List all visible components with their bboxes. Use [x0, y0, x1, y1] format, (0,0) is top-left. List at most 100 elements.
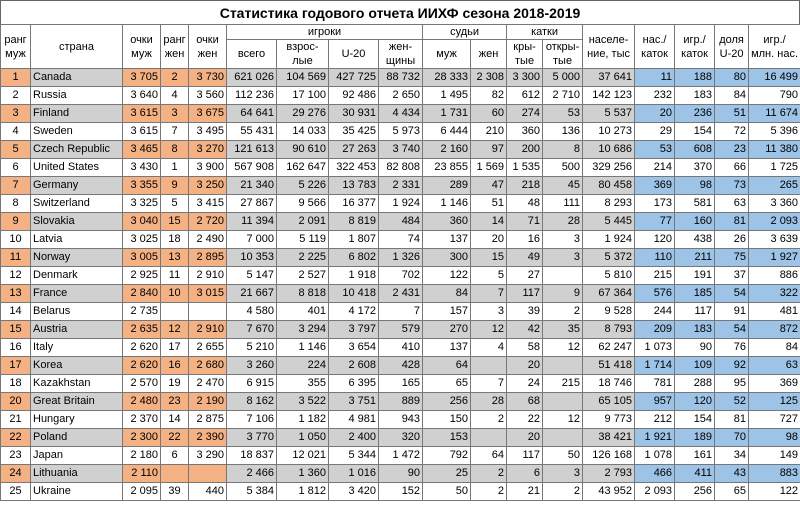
- table-row: 13 France 2 840 10 3 015 21 667 8 818 10 418 2 4…: [0, 284, 800, 303]
- cell-country: Kazakhstan: [30, 374, 123, 393]
- stats-table: ранг муж страна очки муж ранг жен очки ж…: [0, 24, 800, 501]
- cell-rinks-covered: 6: [506, 464, 544, 483]
- table-row: 18 Kazakhstan 2 570 19 2 470 6 915 355 6 395 165…: [0, 374, 800, 393]
- cell-ref-women: 2: [470, 410, 508, 429]
- cell-rank-men: 15: [0, 320, 31, 339]
- cell-rank-men: 18: [0, 374, 31, 393]
- table-row: 10 Latvia 3 025 18 2 490 7 000 5 119 1 807 74 137…: [0, 230, 800, 249]
- cell-players-u20: 8 819: [328, 212, 379, 231]
- cell-points-women: 3 415: [188, 194, 227, 213]
- cell-players-women: 1 472: [377, 446, 424, 465]
- cell-u20-share: 63: [714, 194, 750, 213]
- cell-players-adults: 1 182: [276, 410, 329, 429]
- header-players-per-rink: игр./ каток: [674, 24, 716, 69]
- cell-points-women: 2 910: [188, 266, 227, 285]
- cell-population: 142 123: [582, 86, 636, 105]
- cell-players-per-rink: 109: [674, 356, 716, 375]
- cell-ref-men: 84: [422, 284, 472, 303]
- cell-points-men: 2 570: [122, 374, 161, 393]
- table-body: 1 Canada 3 705 2 3 730 621 026 104 569 427 725 8…: [0, 68, 800, 501]
- cell-country: United States: [30, 158, 123, 177]
- cell-players-total: 21 667: [226, 284, 277, 303]
- cell-population: 126 168: [582, 446, 636, 465]
- cell-players-per-mln: 16 499: [748, 68, 800, 87]
- cell-rank-men: 20: [0, 392, 31, 411]
- cell-population: 9 528: [582, 302, 636, 321]
- cell-ref-men: 137: [422, 230, 472, 249]
- cell-players-women: 2 650: [377, 86, 424, 105]
- cell-ref-men: 122: [422, 266, 472, 285]
- cell-points-women: 3 250: [188, 176, 227, 195]
- cell-rinks-open: [542, 266, 584, 285]
- cell-players-per-rink: 581: [674, 194, 716, 213]
- cell-country: Slovakia: [30, 212, 123, 231]
- cell-players-adults: 9 566: [276, 194, 329, 213]
- cell-players-per-rink: 608: [674, 140, 716, 159]
- cell-ref-women: 12: [470, 320, 508, 339]
- cell-ref-women: 14: [470, 212, 508, 231]
- cell-points-women: 2 390: [188, 428, 227, 447]
- cell-players-u20: 4 981: [328, 410, 379, 429]
- cell-players-per-mln: 322: [748, 284, 800, 303]
- cell-points-women: 3 015: [188, 284, 227, 303]
- cell-u20-share: 70: [714, 428, 750, 447]
- cell-population: 67 364: [582, 284, 636, 303]
- cell-u20-share: 75: [714, 248, 750, 267]
- cell-players-per-mln: 125: [748, 392, 800, 411]
- cell-points-men: 3 325: [122, 194, 161, 213]
- cell-players-per-rink: 98: [674, 176, 716, 195]
- cell-u20-share: 65: [714, 482, 750, 501]
- cell-rinks-open: [542, 428, 584, 447]
- cell-players-per-mln: 790: [748, 86, 800, 105]
- header-rinks-covered: кры-тые: [506, 39, 544, 69]
- table-row: 4 Sweden 3 615 7 3 495 55 431 14 033 35 425 5 97…: [0, 122, 800, 141]
- cell-ref-men: 1 495: [422, 86, 472, 105]
- cell-players-per-rink: 117: [674, 302, 716, 321]
- cell-players-per-rink: 188: [674, 68, 716, 87]
- cell-players-per-rink: 185: [674, 284, 716, 303]
- cell-rank-women: 4: [160, 86, 189, 105]
- cell-players-total: 6 915: [226, 374, 277, 393]
- cell-rank-men: 6: [0, 158, 31, 177]
- cell-rank-women: 9: [160, 176, 189, 195]
- cell-points-men: 2 370: [122, 410, 161, 429]
- cell-points-women: 2 875: [188, 410, 227, 429]
- cell-players-per-mln: 883: [748, 464, 800, 483]
- header-players-total: всего: [226, 39, 277, 69]
- cell-rank-women: 3: [160, 104, 189, 123]
- cell-players-total: 5 384: [226, 482, 277, 501]
- cell-points-women: 3 290: [188, 446, 227, 465]
- cell-players-women: 88 732: [377, 68, 424, 87]
- cell-points-men: 2 110: [122, 464, 161, 483]
- cell-points-men: 2 840: [122, 284, 161, 303]
- cell-u20-share: 92: [714, 356, 750, 375]
- header-ref-men: муж: [422, 39, 472, 69]
- cell-ref-men: 289: [422, 176, 472, 195]
- cell-population: 62 247: [582, 338, 636, 357]
- cell-u20-share: 52: [714, 392, 750, 411]
- cell-rank-men: 13: [0, 284, 31, 303]
- cell-points-women: 3 560: [188, 86, 227, 105]
- cell-players-adults: 12 021: [276, 446, 329, 465]
- cell-rank-men: 22: [0, 428, 31, 447]
- cell-pop-per-rink: 576: [634, 284, 676, 303]
- cell-players-adults: 1 146: [276, 338, 329, 357]
- cell-rinks-covered: 3 300: [506, 68, 544, 87]
- cell-rank-men: 11: [0, 248, 31, 267]
- cell-players-adults: 355: [276, 374, 329, 393]
- cell-players-women: 428: [377, 356, 424, 375]
- cell-players-total: 18 837: [226, 446, 277, 465]
- cell-players-adults: 2 527: [276, 266, 329, 285]
- cell-rinks-covered: 24: [506, 374, 544, 393]
- cell-rinks-open: 3: [542, 464, 584, 483]
- cell-players-per-mln: 2 093: [748, 212, 800, 231]
- cell-players-u20: 427 725: [328, 68, 379, 87]
- cell-rank-women: 11: [160, 266, 189, 285]
- cell-pop-per-rink: 369: [634, 176, 676, 195]
- cell-players-per-mln: 886: [748, 266, 800, 285]
- cell-players-per-rink: 256: [674, 482, 716, 501]
- cell-population: 9 773: [582, 410, 636, 429]
- cell-u20-share: 66: [714, 158, 750, 177]
- cell-points-women: 3 270: [188, 140, 227, 159]
- cell-rinks-open: 12: [542, 338, 584, 357]
